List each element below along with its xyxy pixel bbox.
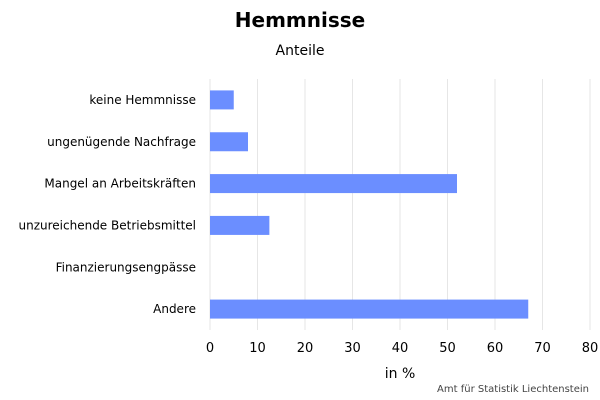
x-tick-label: 80 (582, 341, 599, 356)
category-label: Finanzierungsengpässe (56, 260, 196, 274)
x-tick-label: 0 (206, 341, 214, 356)
chart-subtitle: Anteile (275, 43, 325, 59)
x-tick-label: 20 (297, 341, 314, 356)
category-label: Mangel an Arbeitskräften (44, 177, 196, 191)
x-tick-label: 60 (487, 341, 504, 356)
credits: Amt für Statistik Liechtenstein (437, 384, 589, 395)
x-tick-label: 50 (439, 341, 456, 356)
category-label: unzureichende Betriebsmittel (19, 218, 197, 232)
category-labels: keine Hemmnisse ungenügende Nachfrage Mang… (19, 93, 197, 316)
x-tick-labels: 0 10 20 30 40 50 60 70 80 (206, 341, 598, 356)
category-label: Andere (153, 302, 196, 316)
gridlines (209, 79, 591, 330)
category-label: ungenügende Nachfrage (47, 135, 196, 149)
x-tick-label: 70 (534, 341, 551, 356)
x-tick-label: 30 (344, 341, 361, 356)
bar (210, 132, 248, 152)
bars (210, 90, 529, 319)
x-axis-title: in % (385, 366, 416, 382)
bar (210, 174, 457, 194)
x-tick-label: 40 (392, 341, 409, 356)
x-tick-label: 10 (249, 341, 266, 356)
chart-title: Hemmnisse (234, 8, 366, 32)
bar (210, 90, 234, 110)
bar (210, 299, 529, 319)
bar (210, 215, 270, 235)
category-label: keine Hemmnisse (89, 93, 196, 107)
